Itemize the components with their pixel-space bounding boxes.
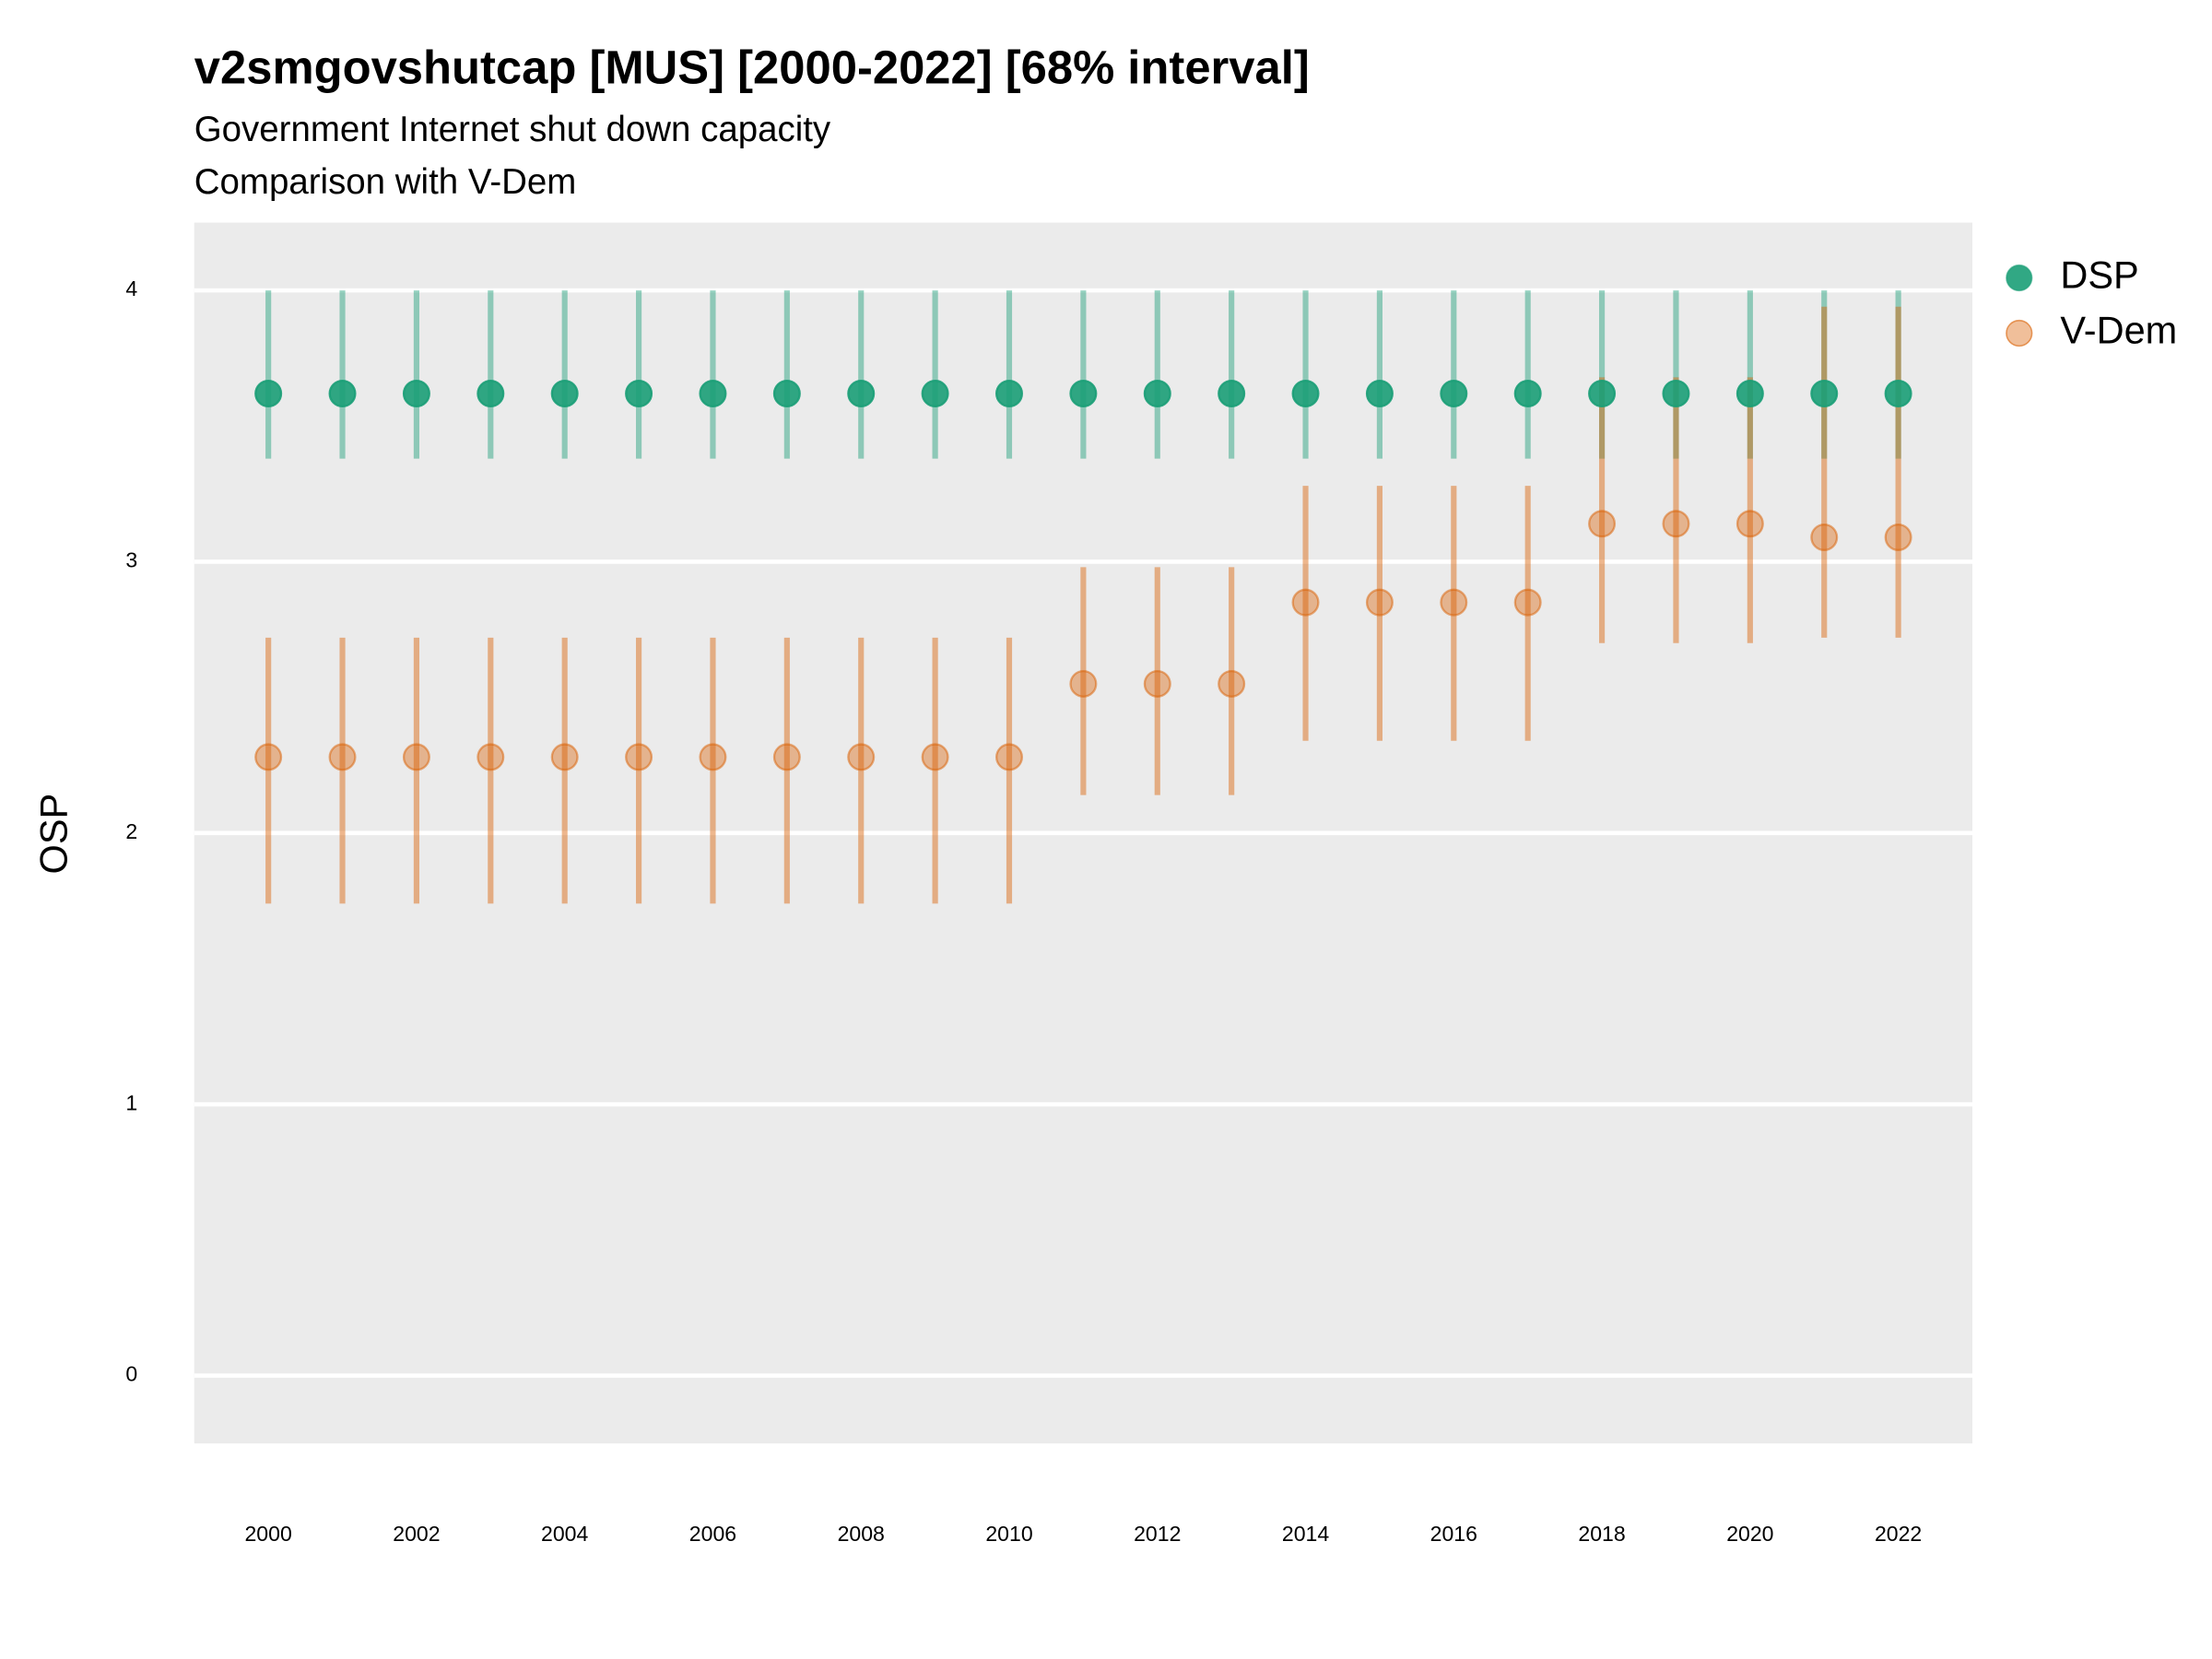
chart-caption: Comparison with V-Dem [194, 162, 577, 202]
point [1365, 379, 1394, 407]
point [1218, 669, 1246, 698]
point [1440, 379, 1468, 407]
point [699, 379, 727, 407]
chart-subtitle: Government Internet shut down capacity [194, 110, 831, 149]
x-tick-label: 2000 [244, 1522, 291, 1546]
point [772, 743, 801, 771]
chart-title: v2smgovshutcap [MUS] [2000-2022] [68% in… [194, 41, 1310, 93]
point [1143, 379, 1171, 407]
x-tick-label: 2002 [393, 1522, 440, 1546]
legend-marker [2006, 264, 2033, 292]
point [1069, 379, 1098, 407]
point [1069, 669, 1098, 698]
point [921, 379, 949, 407]
x-tick-label: 2012 [1134, 1522, 1181, 1546]
point [625, 743, 653, 771]
y-tick-label: 3 [125, 548, 137, 572]
point [995, 379, 1023, 407]
x-tick-label: 2018 [1578, 1522, 1625, 1546]
y-tick-label: 4 [125, 276, 137, 300]
point [1662, 379, 1690, 407]
point [328, 379, 357, 407]
point [254, 379, 283, 407]
point [772, 379, 801, 407]
y-tick-label: 0 [125, 1362, 137, 1386]
point [328, 743, 357, 771]
legend-marker [2006, 319, 2033, 347]
point [847, 743, 876, 771]
point [1513, 588, 1542, 617]
x-tick-label: 2004 [541, 1522, 588, 1546]
point [550, 379, 579, 407]
point [1143, 669, 1171, 698]
y-axis-label: OSP [32, 794, 76, 875]
legend-label: V-Dem [2060, 309, 2177, 352]
point [402, 379, 430, 407]
x-tick-label: 2010 [985, 1522, 1032, 1546]
point [921, 743, 949, 771]
point [1588, 510, 1617, 538]
point [995, 743, 1023, 771]
x-tick-label: 2022 [1875, 1522, 1922, 1546]
point [847, 379, 876, 407]
point [1588, 379, 1617, 407]
point [1291, 588, 1320, 617]
point [1440, 588, 1468, 617]
x-tick-label: 2020 [1726, 1522, 1773, 1546]
point [1735, 510, 1764, 538]
point [1513, 379, 1542, 407]
point [1291, 379, 1320, 407]
point [1218, 379, 1246, 407]
point [402, 743, 430, 771]
point [254, 743, 283, 771]
x-tick-label: 2016 [1430, 1522, 1477, 1546]
point [1884, 523, 1912, 551]
point [477, 743, 505, 771]
point [1662, 510, 1690, 538]
legend-label: DSP [2060, 253, 2138, 297]
y-tick-label: 1 [125, 1090, 137, 1114]
point [625, 379, 653, 407]
point [477, 379, 505, 407]
x-tick-label: 2014 [1282, 1522, 1329, 1546]
point [1884, 379, 1912, 407]
x-tick-label: 2006 [689, 1522, 736, 1546]
point [1810, 523, 1839, 551]
x-tick-label: 2008 [838, 1522, 885, 1546]
point [699, 743, 727, 771]
y-tick-label: 2 [125, 819, 137, 843]
point [1365, 588, 1394, 617]
point [1810, 379, 1839, 407]
point [550, 743, 579, 771]
point [1735, 379, 1764, 407]
